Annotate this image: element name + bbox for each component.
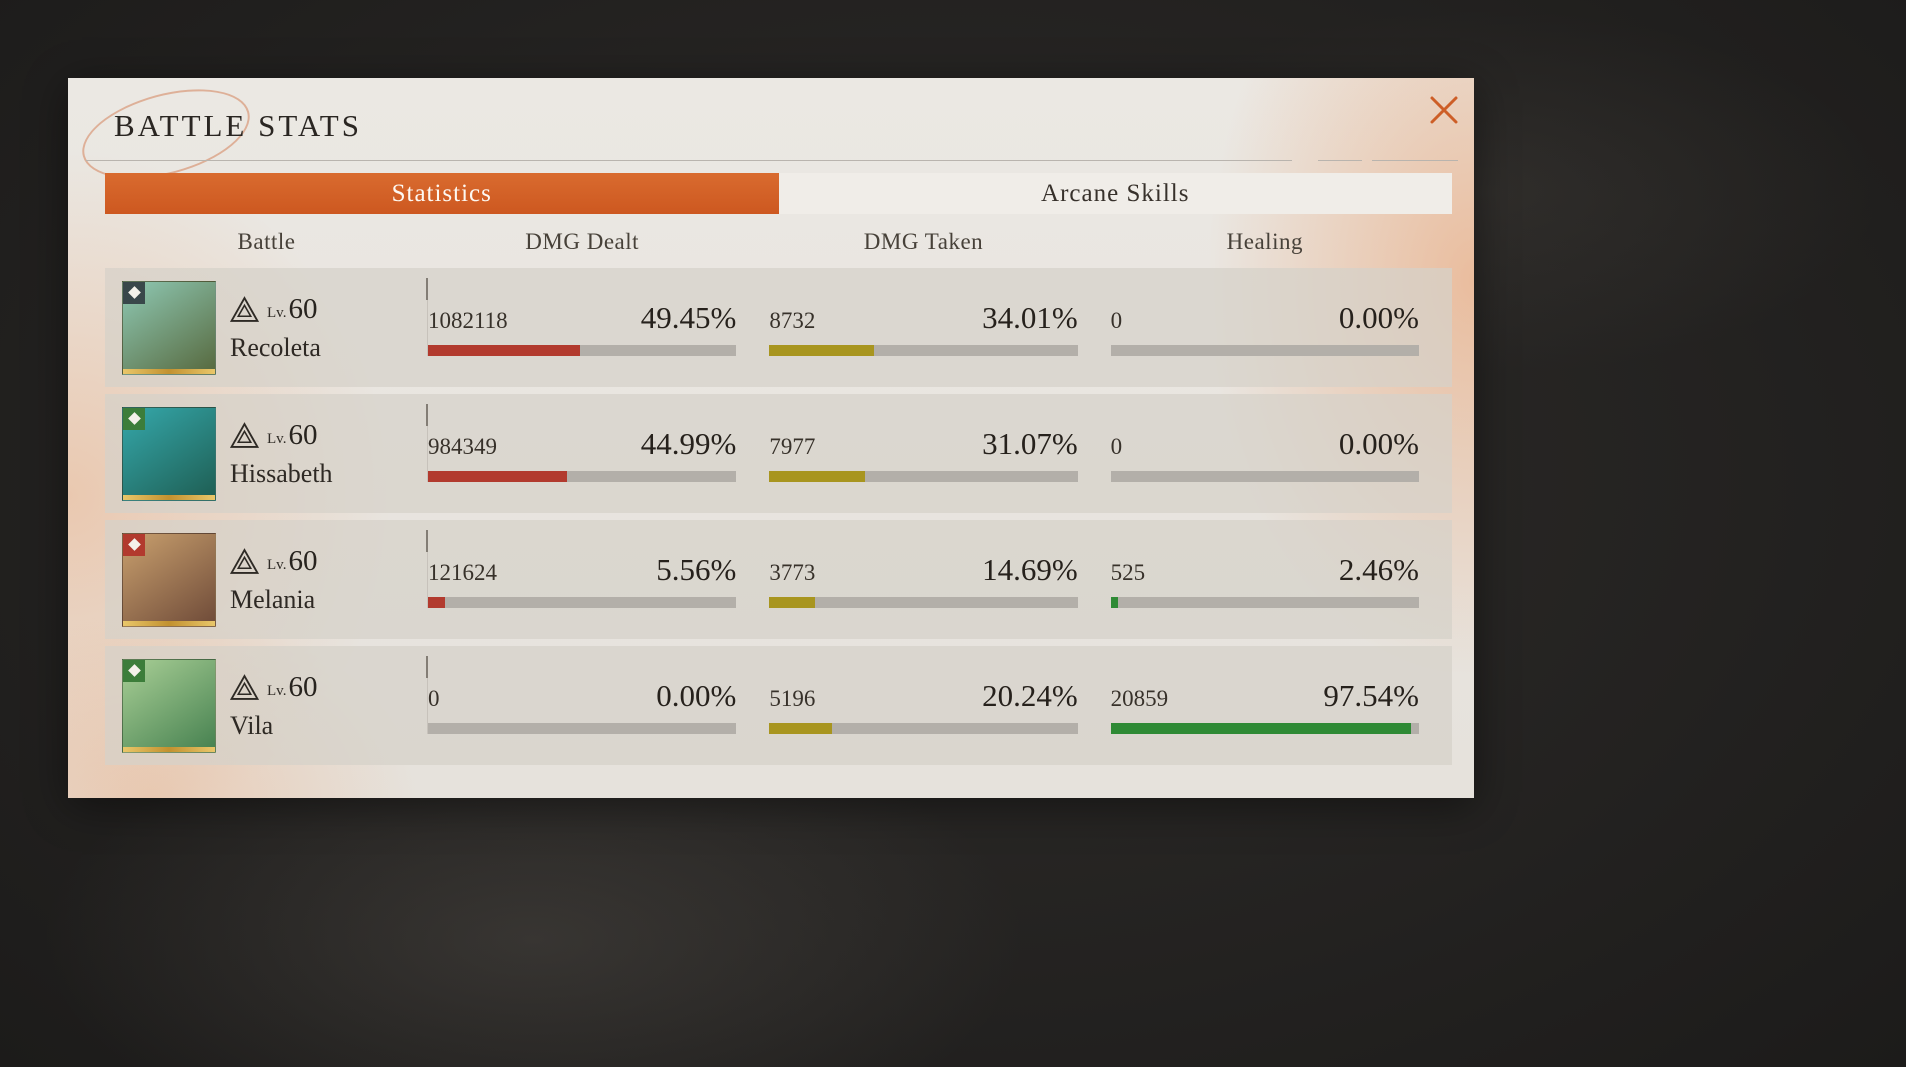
healing-bar (1110, 344, 1419, 356)
healing-value: 0 (1110, 307, 1123, 333)
element-icon (127, 538, 141, 551)
dmg-dealt-bar (428, 470, 737, 482)
level-value: 60 (288, 544, 318, 577)
level-label: Lv. (267, 304, 287, 321)
dmg-taken-value: 5196 (769, 685, 816, 711)
dmg-taken-value: 7977 (769, 433, 816, 459)
page-title: BATTLE STATS (114, 108, 362, 143)
stats-row: Lv. 60 Hissabeth 984349 44.99% 7977 31.07… (105, 394, 1452, 513)
dmg-dealt-percent: 49.45% (640, 299, 737, 335)
character-name: Recoleta (230, 332, 321, 362)
close-icon (1430, 96, 1458, 124)
character-avatar[interactable] (122, 406, 216, 501)
stats-row: Lv. 60 Recoleta 1082118 49.45% 8732 34.01… (105, 268, 1452, 387)
column-headers: Battle DMG Dealt DMG Taken Healing (105, 226, 1452, 258)
battle-stats-panel: BATTLE STATS Statistics Arcane Skills Ba… (68, 73, 1474, 798)
tab-arcane-skills[interactable]: Arcane Skills (778, 173, 1452, 214)
healing-bar (1110, 596, 1419, 608)
dmg-dealt-percent: 44.99% (640, 425, 737, 461)
element-badge (123, 659, 145, 682)
close-button[interactable] (1422, 88, 1466, 132)
column-divider (426, 656, 428, 734)
header-separator (86, 160, 1458, 161)
dmg-taken-percent: 31.07% (982, 425, 1078, 461)
stats-row: Lv. 60 Melania 121624 5.56% 3773 14.69% (105, 520, 1452, 639)
character-name: Hissabeth (230, 458, 333, 488)
dmg-taken-percent: 34.01% (982, 299, 1078, 335)
dmg-dealt-bar (428, 596, 737, 608)
dmg-dealt-value: 1082118 (428, 307, 508, 333)
column-header-healing: Healing (1226, 229, 1303, 254)
dmg-dealt-value: 984349 (428, 433, 497, 459)
element-badge (123, 407, 145, 430)
healing-percent: 2.46% (1338, 551, 1419, 587)
healing-value: 0 (1110, 433, 1123, 459)
dmg-dealt-value: 0 (428, 685, 440, 711)
element-badge (123, 281, 145, 304)
column-header-dmg-dealt: DMG Dealt (525, 229, 640, 254)
element-icon (127, 664, 141, 677)
healing-percent: 97.54% (1323, 677, 1419, 713)
insight-icon (230, 673, 259, 701)
dmg-taken-bar (769, 722, 1078, 734)
healing-percent: 0.00% (1338, 425, 1419, 461)
insight-icon (230, 295, 259, 323)
dmg-taken-value: 8732 (769, 307, 816, 333)
element-icon (127, 412, 141, 425)
healing-value: 525 (1110, 559, 1146, 585)
dmg-taken-value: 3773 (769, 559, 816, 585)
dmg-taken-percent: 14.69% (982, 551, 1078, 587)
character-avatar[interactable] (122, 532, 216, 627)
column-header-dmg-taken: DMG Taken (863, 229, 984, 254)
character-avatar[interactable] (122, 280, 216, 375)
dmg-taken-bar (769, 596, 1078, 608)
healing-bar (1110, 470, 1419, 482)
healing-bar (1110, 722, 1419, 734)
column-header-battle: Battle (237, 229, 296, 254)
dmg-dealt-bar (428, 344, 737, 356)
level-value: 60 (288, 418, 318, 451)
healing-value: 20859 (1110, 685, 1169, 711)
element-badge (123, 533, 145, 556)
tab-bar: Statistics Arcane Skills (105, 173, 1452, 214)
column-divider (426, 404, 428, 482)
dmg-taken-bar (769, 470, 1078, 482)
stats-rows: Lv. 60 Recoleta 1082118 49.45% 8732 34.01… (105, 268, 1452, 772)
dmg-dealt-bar (428, 722, 737, 734)
level-label: Lv. (267, 682, 287, 699)
dmg-dealt-value: 121624 (428, 559, 497, 585)
stats-row: Lv. 60 Vila 0 0.00% 5196 20.24% (105, 646, 1452, 765)
character-name: Vila (230, 710, 274, 740)
tab-statistics[interactable]: Statistics (105, 173, 779, 214)
dmg-taken-bar (769, 344, 1078, 356)
column-divider (426, 278, 428, 356)
healing-percent: 0.00% (1338, 299, 1419, 335)
element-icon (127, 286, 141, 299)
character-avatar[interactable] (122, 658, 216, 753)
insight-icon (230, 421, 259, 449)
insight-icon (230, 547, 259, 575)
dmg-taken-percent: 20.24% (982, 677, 1078, 713)
dmg-dealt-percent: 5.56% (656, 551, 737, 587)
level-value: 60 (288, 670, 318, 703)
level-value: 60 (288, 292, 318, 325)
dmg-dealt-percent: 0.00% (656, 677, 737, 713)
level-label: Lv. (267, 556, 287, 573)
level-label: Lv. (267, 430, 287, 447)
character-name: Melania (230, 584, 316, 614)
column-divider (426, 530, 428, 608)
